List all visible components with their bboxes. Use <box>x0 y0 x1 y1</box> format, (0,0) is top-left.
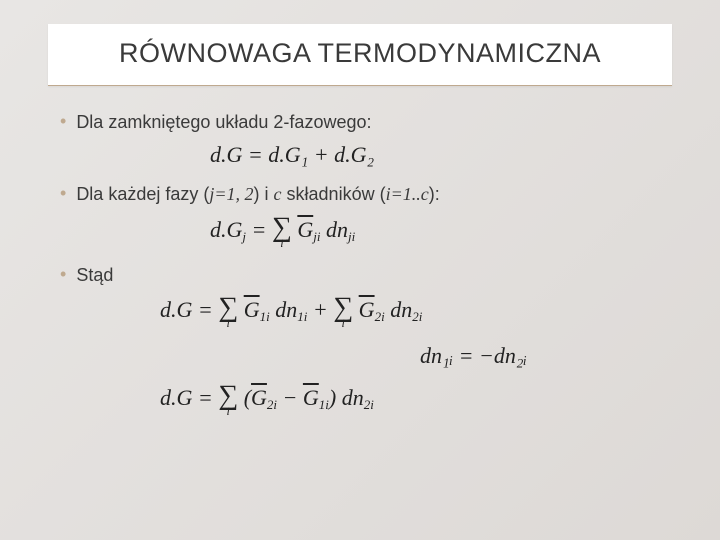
bullet-icon: • <box>60 110 66 133</box>
bullet-3: • Stąd <box>60 263 680 287</box>
equation-3: d.G = ∑i G1i dn1i + ∑i G2i dn2i <box>160 295 680 329</box>
bullet-1: • Dla zamkniętego układu 2-fazowego: <box>60 110 680 134</box>
equation-1: d.G = d.G₁ + d.G₂ <box>210 142 680 168</box>
bullet-icon: • <box>60 263 66 286</box>
equation-5: d.G = ∑i (G2i − G1i) dn2i <box>160 383 680 417</box>
title-card: RÓWNOWAGA TERMODYNAMICZNA <box>48 24 672 86</box>
bullet-icon: • <box>60 182 66 205</box>
bullet-3-text: Stąd <box>76 263 113 287</box>
bullet-2: • Dla każdej fazy (j=1, 2) i c składnikó… <box>60 182 680 206</box>
equation-4-text: dn₁ᵢ = −dn₂ᵢ <box>420 343 527 368</box>
equation-1-text: d.G = d.G₁ + d.G₂ <box>210 142 374 167</box>
equation-2: d.Gj = ∑i Gji dnji <box>210 215 680 249</box>
slide: RÓWNOWAGA TERMODYNAMICZNA • Dla zamknięt… <box>0 0 720 540</box>
bullet-2-text: Dla każdej fazy (j=1, 2) i c składników … <box>76 182 439 206</box>
bullet-1-text: Dla zamkniętego układu 2-fazowego: <box>76 110 371 134</box>
equation-4: dn₁ᵢ = −dn₂ᵢ <box>420 343 680 369</box>
content-area: • Dla zamkniętego układu 2-fazowego: d.G… <box>60 110 680 431</box>
slide-title: RÓWNOWAGA TERMODYNAMICZNA <box>68 38 652 69</box>
